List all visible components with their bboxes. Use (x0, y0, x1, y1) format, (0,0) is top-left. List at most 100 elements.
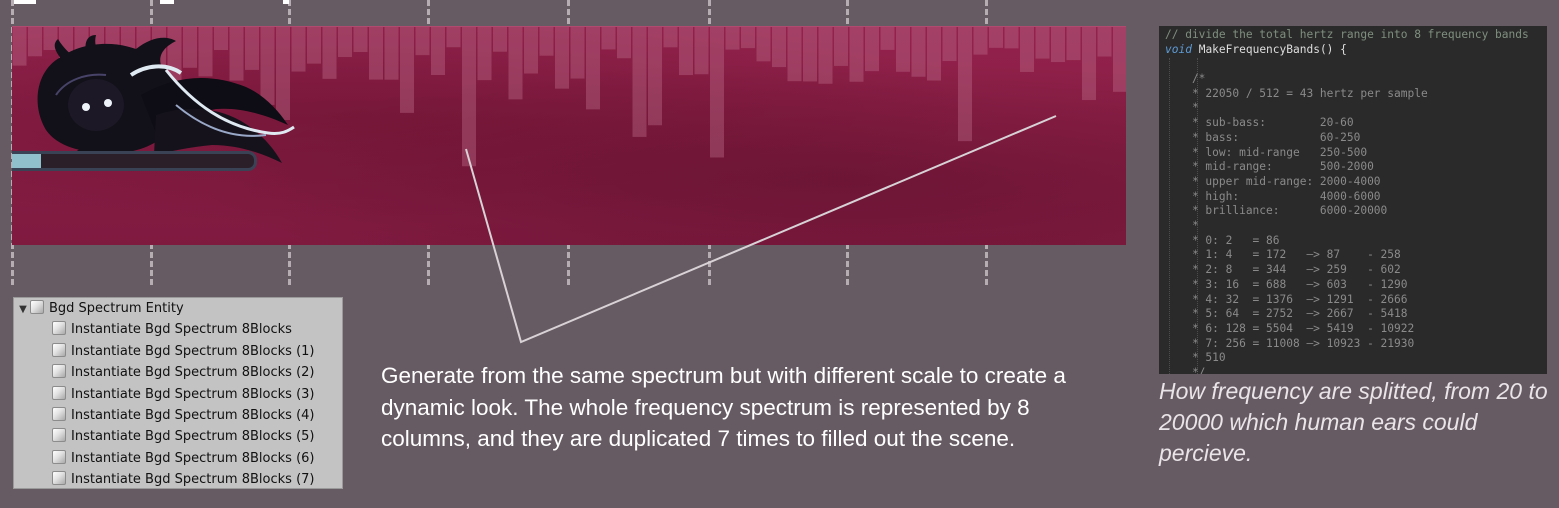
spectrum-bar (183, 27, 197, 68)
code-signature-line: void MakeFrequencyBands() { (1165, 43, 1347, 58)
spectrum-bar (229, 27, 244, 81)
code-line: * mid-range: 500-2000 (1165, 160, 1374, 174)
spectrum-bar (214, 27, 228, 51)
code-line: * 4: 32 = 1376 —> 1291 - 2666 (1165, 292, 1408, 306)
spectrum-bar (307, 27, 321, 64)
spectrum-bar (989, 27, 1003, 48)
gameobject-cube-icon (52, 364, 66, 379)
spectrum-bar (601, 27, 616, 50)
caption-text: Generate from the same spectrum but with… (381, 363, 1066, 451)
spectrum-bar (632, 27, 647, 137)
hierarchy-item-label: Instantiate Bgd Spectrum 8Blocks (3) (71, 386, 315, 402)
spectrum-bar (1020, 27, 1034, 72)
hierarchy-item[interactable]: Instantiate Bgd Spectrum 8Blocks (52, 319, 292, 340)
spectrum-bar (43, 27, 58, 50)
code-line: * 2: 8 = 344 —> 259 - 602 (1165, 263, 1401, 277)
spectrum-bar (493, 27, 507, 52)
gameobject-cube-icon (52, 321, 66, 336)
spectrum-bar (694, 27, 709, 75)
spectrum-bar (12, 27, 27, 66)
code-line: * (1165, 101, 1199, 115)
code-line: * 22050 / 512 = 43 hertz per sample (1165, 86, 1428, 100)
spectrum-bar (663, 27, 678, 48)
code-signature: MakeFrequencyBands() { (1198, 42, 1347, 56)
character-sprite (37, 35, 295, 163)
indent-guide (1169, 58, 1170, 374)
spectrum-bar (322, 27, 337, 79)
spectrum-bar (725, 27, 740, 50)
hierarchy-item-label: Instantiate Bgd Spectrum 8Blocks (7) (71, 472, 315, 488)
note-text: How frequency are splitted, from 20 to 2… (1159, 378, 1548, 466)
code-line: * brilliance: 6000-20000 (1165, 204, 1388, 218)
gameobject-cube-icon (52, 428, 66, 443)
spectrum-bar (1004, 27, 1019, 49)
spectrum-bar (834, 27, 848, 66)
spectrum-bar (369, 27, 383, 80)
code-line: * 3: 16 = 688 —> 603 - 1290 (1165, 277, 1408, 291)
code-comment: // divide the total hertz range into 8 f… (1165, 28, 1529, 41)
hierarchy-item[interactable]: Instantiate Bgd Spectrum 8Blocks (2) (52, 362, 314, 383)
spectrum-bar (772, 27, 786, 68)
code-line: * 510 (1165, 351, 1226, 365)
hierarchy-item[interactable]: Instantiate Bgd Spectrum 8Blocks (4) (52, 405, 314, 426)
gameobject-cube-icon (52, 471, 66, 486)
gameobject-cube-icon (52, 342, 66, 357)
expand-arrow-icon[interactable]: ▼ (19, 304, 27, 315)
spectrum-bar (353, 27, 368, 53)
cropped-heading-fragment (160, 0, 174, 4)
spectrum-bar (1113, 27, 1126, 92)
hierarchy-item-label: Instantiate Bgd Spectrum 8Blocks (6) (71, 450, 315, 466)
hierarchy-item[interactable]: Instantiate Bgd Spectrum 8Blocks (3) (52, 384, 314, 405)
spectrum-bar (927, 27, 941, 81)
code-line: /* (1165, 72, 1206, 85)
spectrum-bar (276, 27, 290, 120)
game-scene-preview (12, 26, 1126, 245)
hierarchy-item[interactable]: Instantiate Bgd Spectrum 8Blocks (6) (52, 448, 314, 469)
spectrum-bar (28, 27, 42, 57)
gameobject-cube-icon (52, 385, 66, 400)
spectrum-bar (741, 27, 755, 49)
spectrum-bar (1035, 27, 1050, 59)
spectrum-bar (679, 27, 693, 76)
hierarchy-item[interactable]: Instantiate Bgd Spectrum 8Blocks (5) (52, 426, 314, 447)
spectrum-bar (818, 27, 833, 84)
code-line: * sub-bass: 20-60 (1165, 116, 1354, 130)
spectrum-bar (586, 27, 600, 110)
spectrum-bar (942, 27, 957, 62)
code-line: * (1165, 219, 1199, 232)
spectrum-bar (787, 27, 802, 82)
spectrum-bar (555, 27, 569, 89)
spectrum-bar (865, 27, 879, 72)
spectrum-bar (1066, 27, 1081, 61)
spectrum-bar (1082, 27, 1096, 101)
spectrum-bar (958, 27, 972, 142)
spectrum-bar (880, 27, 895, 50)
hierarchy-item[interactable]: Instantiate Bgd Spectrum 8Blocks (1) (52, 341, 314, 362)
code-line: * low: mid-range 250-500 (1165, 145, 1368, 159)
hierarchy-root[interactable]: ▼ Bgd Spectrum Entity (16, 298, 184, 319)
progress-bar (12, 151, 257, 171)
cropped-heading-fragment (14, 0, 36, 4)
spectrum-bar (400, 27, 414, 113)
code-line: * 5: 64 = 2752 —> 2667 - 5418 (1165, 307, 1408, 321)
gameobject-cube-icon (30, 300, 44, 314)
spectrum-bar (911, 27, 926, 77)
code-line: * 6: 128 = 5504 —> 5419 - 10922 (1165, 321, 1415, 335)
gameobject-cube-icon (52, 449, 66, 464)
spectrum-bar (1051, 27, 1065, 63)
hierarchy-item-label: Instantiate Bgd Spectrum 8Blocks (1) (71, 343, 315, 359)
spectrum-bar (710, 27, 724, 158)
spectrum-bar (896, 27, 910, 72)
code-line: */ (1165, 366, 1206, 374)
hierarchy-item[interactable]: Instantiate Bgd Spectrum 8Blocks (7) (52, 469, 314, 490)
spectrum-bar (462, 27, 476, 167)
hierarchy-item-label: Instantiate Bgd Spectrum 8Blocks (2) (71, 365, 315, 381)
code-line: * high: 4000-6000 (1165, 189, 1381, 203)
spectrum-bar (524, 27, 538, 74)
code-line: * bass: 60-250 (1165, 130, 1361, 144)
spectrum-bar (648, 27, 662, 126)
code-line: * upper mid-range: 2000-4000 (1165, 174, 1381, 188)
spectrum-bar (338, 27, 352, 58)
spectrum-bar (431, 27, 445, 76)
hierarchy-panel: ▼ Bgd Spectrum Entity Instantiate Bgd Spe… (13, 297, 343, 489)
